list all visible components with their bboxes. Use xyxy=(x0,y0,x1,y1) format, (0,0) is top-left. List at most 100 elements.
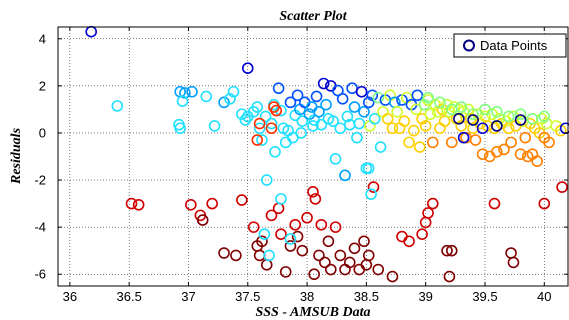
data-point xyxy=(196,214,209,226)
y-tick-label: 2 xyxy=(39,78,46,93)
data-point xyxy=(258,228,271,240)
data-point xyxy=(467,108,479,120)
data-point xyxy=(313,249,325,262)
data-point xyxy=(265,209,278,222)
data-point xyxy=(538,197,551,210)
y-tick-label: -2 xyxy=(34,173,46,188)
data-point xyxy=(310,90,323,103)
data-point xyxy=(488,197,501,210)
x-tick-label: 40 xyxy=(537,289,551,304)
legend-marker-icon xyxy=(463,39,475,52)
data-point xyxy=(265,122,278,135)
data-point xyxy=(270,104,283,117)
data-point xyxy=(111,100,124,112)
data-point xyxy=(514,148,527,160)
data-point xyxy=(284,233,297,245)
data-point xyxy=(467,114,479,126)
data-point xyxy=(275,228,287,240)
data-point xyxy=(218,96,230,109)
data-point xyxy=(186,85,198,98)
data-point xyxy=(259,110,272,123)
data-point xyxy=(247,221,260,233)
data-point xyxy=(230,249,242,262)
data-point xyxy=(296,244,309,257)
data-point xyxy=(125,197,138,210)
data-point xyxy=(227,85,240,98)
data-point xyxy=(438,115,451,127)
y-tick-label: -4 xyxy=(34,220,46,235)
data-point xyxy=(239,114,252,126)
data-point xyxy=(403,136,415,149)
data-point xyxy=(291,89,304,102)
data-point xyxy=(313,105,325,118)
data-point xyxy=(132,198,145,211)
data-point xyxy=(251,101,264,113)
data-point xyxy=(284,240,297,252)
data-point xyxy=(413,141,426,153)
data-point xyxy=(556,181,568,193)
data-point xyxy=(362,162,375,175)
data-point xyxy=(284,96,297,109)
data-point xyxy=(498,143,510,156)
data-point xyxy=(519,131,532,144)
axis-ticks: 36 36.5 37 37.5 38 38.5 39 39.5 40 4 2 0 -2 -4 -6 xyxy=(34,27,568,304)
y-tick-label: -6 xyxy=(34,267,46,282)
data-point xyxy=(348,242,361,255)
data-point xyxy=(365,188,377,200)
data-point xyxy=(416,228,428,240)
data-point xyxy=(543,136,555,149)
data-point xyxy=(279,266,292,278)
x-tick-label: 36 xyxy=(63,289,77,304)
y-axis-label: Residuals xyxy=(9,127,24,185)
data-point xyxy=(514,114,527,126)
data-point xyxy=(329,153,342,165)
data-point xyxy=(200,90,213,103)
plot-area xyxy=(58,27,568,286)
data-point xyxy=(179,87,191,99)
data-point xyxy=(348,101,361,113)
data-point xyxy=(502,122,515,135)
chart-title: Scatter Plot xyxy=(279,9,347,24)
data-point xyxy=(315,118,328,131)
data-point xyxy=(526,113,539,125)
data-point xyxy=(491,105,503,118)
data-point xyxy=(308,268,320,281)
data-point xyxy=(441,244,453,257)
data-point xyxy=(208,120,221,132)
x-tick-label: 38 xyxy=(300,289,314,304)
data-point xyxy=(327,115,339,127)
data-point xyxy=(176,95,189,107)
x-axis-label: SSS - AMSUB Data xyxy=(255,305,370,320)
data-point xyxy=(275,193,287,205)
data-point xyxy=(236,194,248,206)
data-point xyxy=(241,62,254,75)
data-point xyxy=(445,244,458,257)
data-point xyxy=(351,131,363,144)
data-point xyxy=(309,193,322,205)
data-point xyxy=(507,256,520,269)
x-tick-label: 38.5 xyxy=(354,289,379,304)
data-point xyxy=(307,120,319,132)
data-point xyxy=(358,235,370,248)
data-point xyxy=(336,93,349,105)
data-point xyxy=(368,113,381,125)
data-point xyxy=(445,136,458,149)
data-point xyxy=(367,181,380,193)
data-point xyxy=(320,98,332,111)
data-point xyxy=(334,249,347,262)
x-tick-label: 37 xyxy=(181,289,195,304)
data-point xyxy=(251,134,264,146)
x-tick-label: 39.5 xyxy=(472,289,497,304)
data-point xyxy=(343,256,356,269)
data-point xyxy=(422,91,434,104)
data-point xyxy=(263,249,275,262)
data-point xyxy=(386,122,399,135)
data-point xyxy=(386,270,399,283)
data-point xyxy=(362,96,375,109)
data-point xyxy=(218,247,230,259)
data-point xyxy=(353,117,366,130)
data-point xyxy=(253,117,266,130)
data-point xyxy=(381,113,394,125)
data-point xyxy=(236,108,248,120)
data-point xyxy=(339,169,351,182)
